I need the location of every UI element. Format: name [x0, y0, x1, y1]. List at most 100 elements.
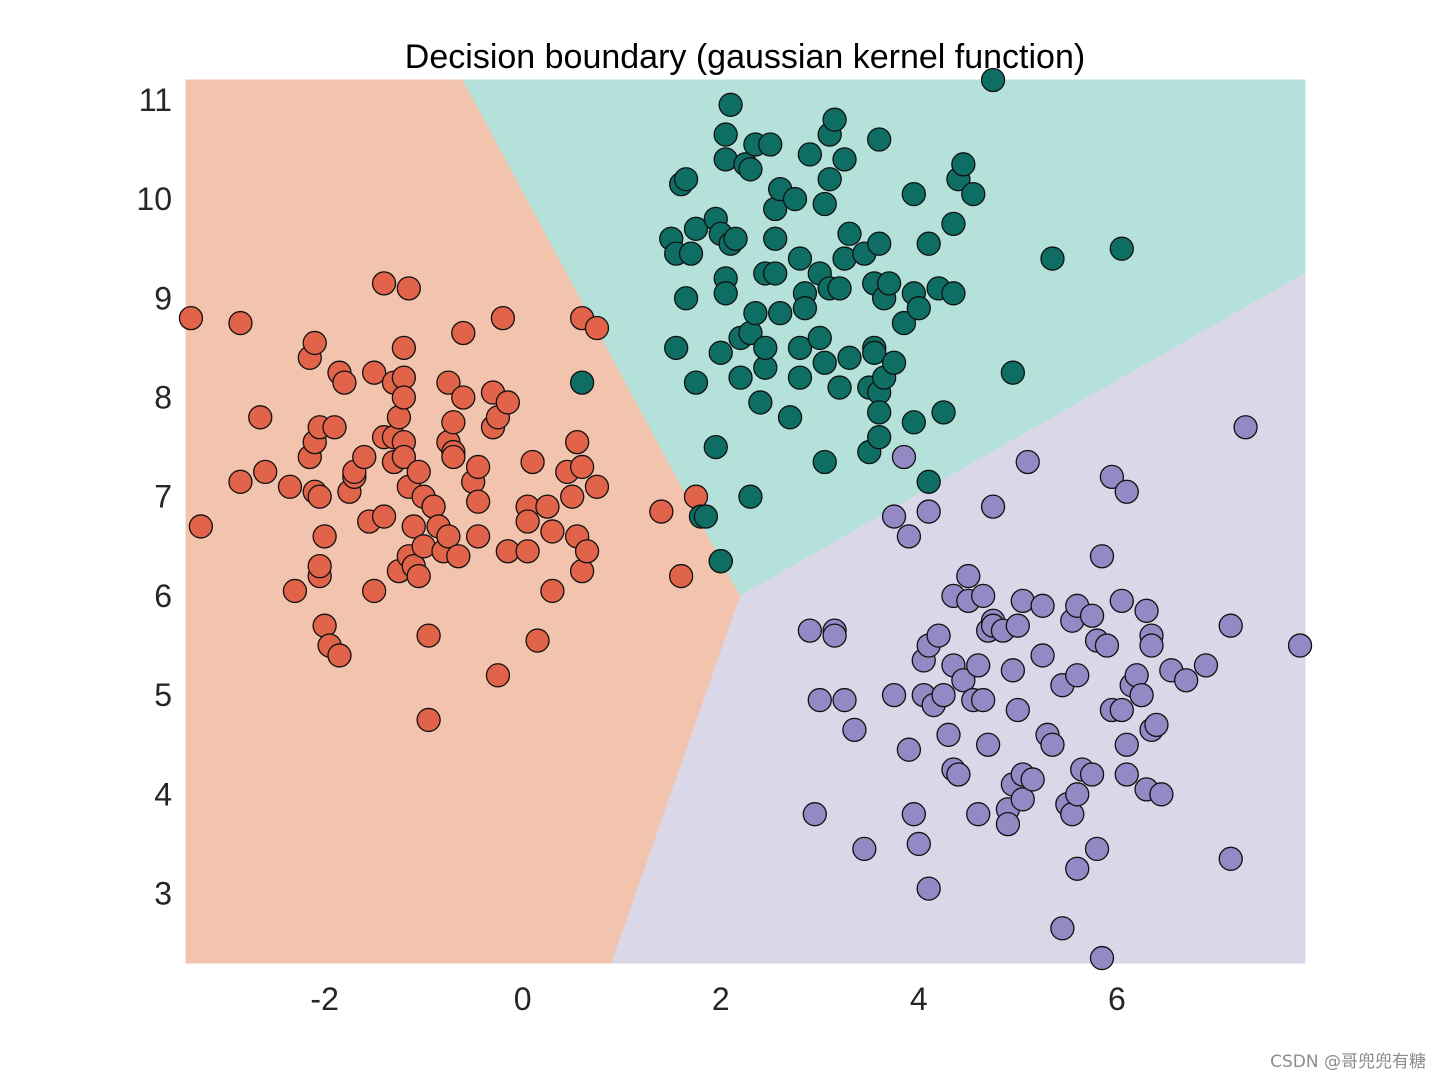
data-point-class2-50 — [1010, 787, 1035, 812]
data-point-class1-40 — [768, 301, 793, 326]
data-point-class1-8 — [683, 370, 709, 395]
x-tick-label: -2 — [310, 981, 338, 1017]
data-point-class1-35 — [758, 132, 783, 157]
data-point-class2-51 — [1015, 449, 1040, 475]
data-point-class0-50 — [401, 514, 426, 539]
data-point-class1-85 — [916, 469, 941, 494]
data-point-class0-57 — [416, 707, 441, 733]
data-point-class2-0 — [797, 618, 823, 643]
data-point-class2-77 — [1109, 588, 1134, 614]
data-point-class2-46 — [1005, 613, 1030, 638]
data-point-class0-65 — [441, 410, 466, 435]
data-point-class2-83 — [1129, 682, 1154, 708]
data-point-class1-91 — [951, 152, 976, 177]
y-axis-ticks: 3 4 5 6 7 8 9 10 11 — [136, 82, 172, 912]
data-point-class0-94 — [574, 539, 600, 564]
data-point-class0-61 — [436, 370, 461, 395]
data-point-class1-16 — [713, 122, 738, 147]
data-point-class2-92 — [1174, 668, 1199, 693]
data-point-class1-20 — [718, 92, 743, 117]
data-point-class0-22 — [312, 524, 337, 549]
data-point-class2-49 — [1010, 588, 1035, 614]
data-point-class1-87 — [931, 400, 956, 425]
data-point-class1-59 — [827, 375, 852, 400]
data-point-class1-47 — [792, 296, 818, 321]
data-point-class1-70 — [867, 231, 892, 256]
data-point-class2-33 — [966, 802, 991, 827]
data-point-class0-4 — [490, 305, 516, 331]
data-point-class2-8 — [881, 682, 907, 708]
data-point-class1-42 — [782, 186, 808, 212]
data-point-class2-14 — [906, 831, 931, 857]
chart-title: Decision boundary (gaussian kernel funct… — [405, 38, 1085, 76]
x-tick-label: 0 — [514, 981, 532, 1017]
data-point-class2-35 — [971, 687, 996, 713]
y-tick-label: 6 — [154, 578, 172, 614]
data-point-class1-97 — [569, 370, 595, 395]
data-point-class0-32 — [352, 444, 377, 470]
data-point-class0-53 — [406, 563, 431, 589]
data-point-class1-4 — [673, 167, 699, 192]
data-point-class0-71 — [465, 489, 491, 514]
data-point-class2-53 — [1030, 593, 1055, 618]
data-point-class0-66 — [436, 524, 461, 549]
data-point-class1-12 — [703, 434, 728, 460]
y-tick-label: 3 — [154, 876, 172, 912]
data-point-class0-89 — [560, 484, 585, 509]
data-point-class0-93 — [569, 558, 595, 584]
data-point-class2-71 — [1089, 544, 1115, 569]
data-point-class0-90 — [565, 429, 590, 455]
data-point-class0-96 — [649, 499, 674, 524]
data-point-class0-19 — [307, 484, 332, 509]
data-point-class2-47 — [1005, 697, 1030, 723]
data-point-class0-82 — [515, 539, 540, 564]
data-point-class2-22 — [931, 682, 956, 708]
data-point-class2-79 — [1114, 762, 1139, 787]
data-point-class0-3 — [396, 276, 421, 301]
data-point-class2-85 — [1134, 598, 1159, 623]
data-point-class0-84 — [525, 628, 550, 653]
data-point-class1-62 — [837, 221, 862, 246]
scatter-points — [178, 67, 1313, 971]
data-point-class2-73 — [1094, 633, 1120, 658]
data-point-class2-70 — [1084, 836, 1110, 862]
data-point-class1-34 — [753, 335, 778, 361]
data-point-class1-53 — [812, 449, 837, 475]
data-point-class2-87 — [1139, 633, 1164, 658]
data-point-class1-55 — [817, 167, 842, 192]
data-point-class2-1 — [802, 802, 827, 827]
data-point-class1-80 — [901, 181, 926, 207]
data-point-class1-26 — [738, 157, 763, 182]
data-point-class0-77 — [485, 663, 511, 688]
data-point-class2-57 — [1050, 916, 1075, 941]
data-point-class1-28 — [738, 484, 763, 509]
x-tick-label: 2 — [712, 981, 730, 1017]
data-point-class1-73 — [867, 400, 892, 425]
data-point-class1-88 — [941, 281, 966, 306]
data-point-class1-51 — [812, 191, 837, 217]
data-point-class2-11 — [896, 524, 922, 549]
data-point-class0-23 — [312, 613, 337, 638]
data-point-class1-60 — [832, 147, 857, 172]
data-point-class0-85 — [535, 494, 560, 519]
data-point-class1-6 — [678, 241, 704, 266]
data-point-class2-10 — [891, 444, 917, 470]
data-point-class1-43 — [787, 246, 813, 271]
data-point-class1-82 — [901, 410, 926, 435]
data-point-class1-92 — [961, 181, 986, 207]
x-axis-ticks: -2 0 2 4 6 — [310, 981, 1125, 1017]
data-point-class0-1 — [228, 310, 253, 336]
data-point-class2-4 — [822, 623, 847, 648]
data-point-class2-63 — [1065, 663, 1090, 688]
data-point-class1-45 — [787, 365, 813, 390]
data-point-class1-89 — [941, 211, 966, 237]
data-point-class2-64 — [1065, 782, 1090, 807]
data-point-class0-56 — [416, 623, 441, 648]
data-point-class0-8 — [228, 469, 253, 494]
data-point-class1-24 — [728, 365, 753, 390]
data-point-class0-41 — [386, 405, 412, 430]
y-tick-label: 10 — [136, 181, 172, 217]
data-point-class2-74 — [1099, 464, 1125, 490]
data-point-class1-41 — [777, 405, 803, 430]
